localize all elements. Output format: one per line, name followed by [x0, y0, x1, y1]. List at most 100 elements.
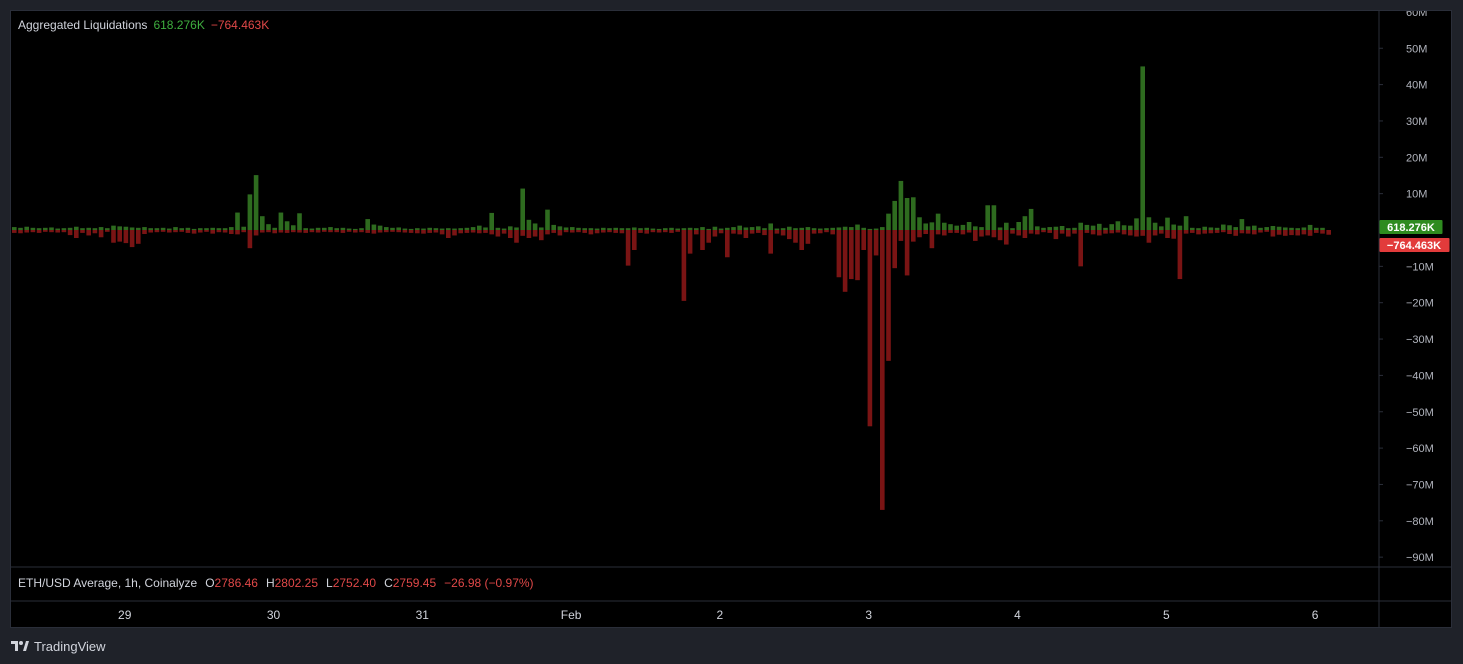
negative-bar [470, 230, 476, 233]
negative-bar [272, 230, 277, 234]
y-tick-label: 20M [1406, 152, 1427, 164]
positive-bar [663, 228, 668, 230]
negative-bar [340, 230, 346, 233]
negative-bar [303, 230, 308, 233]
negative-bar [1295, 230, 1300, 236]
negative-bar [235, 230, 240, 235]
positive-badge-label: 618.276K [1387, 222, 1435, 234]
positive-bar [1196, 228, 1201, 230]
positive-bar [142, 227, 147, 230]
negative-bar [1314, 230, 1319, 233]
positive-bar [489, 212, 494, 230]
negative-bar [86, 230, 91, 236]
positive-bar [873, 228, 879, 230]
negative-bar [1041, 230, 1046, 233]
liquidations-chart[interactable]: 60M 50M 40M 30M 20M 10M −10M −20M −30M −40M −50M −6… [11, 11, 1452, 628]
negative-bar [799, 230, 804, 250]
tradingview-logo-icon[interactable] [10, 639, 30, 653]
positive-bar [154, 228, 160, 230]
negative-bar [365, 230, 370, 233]
negative-bar [632, 230, 637, 250]
negative-bar [415, 230, 420, 234]
positive-bar [464, 227, 470, 230]
positive-bar [830, 227, 835, 230]
negative-value-badge [1379, 238, 1450, 252]
positive-bar [241, 226, 246, 230]
positive-bar [55, 228, 60, 230]
positive-bar [446, 228, 451, 230]
y-tick-label: −40M [1406, 370, 1434, 382]
y-tick-label: 50M [1406, 43, 1427, 55]
negative-bar [1078, 230, 1083, 267]
negative-bar [284, 230, 290, 233]
positive-bar [762, 228, 767, 230]
negative-bar [836, 230, 842, 278]
positive-bar [1214, 227, 1220, 230]
negative-bar [1152, 230, 1158, 236]
positive-bar [1177, 225, 1183, 230]
positive-bar [836, 227, 842, 230]
negative-bar [117, 230, 122, 242]
positive-bar [613, 227, 618, 230]
negative-bar [1115, 230, 1121, 233]
positive-bar [179, 228, 184, 230]
positive-bar [725, 227, 730, 230]
x-tick-label: 3 [865, 608, 872, 622]
negative-bar [855, 230, 860, 281]
negative-bar [508, 230, 513, 238]
positive-bar [136, 227, 141, 230]
positive-bar [1307, 224, 1313, 230]
positive-bar [1146, 217, 1152, 230]
positive-bar [718, 228, 724, 230]
negative-bar [74, 230, 79, 238]
x-tick-label: 29 [118, 608, 132, 622]
negative-bar [1134, 230, 1139, 237]
x-tick-label: 2 [717, 608, 724, 622]
positive-bar [123, 226, 129, 230]
chart-panel[interactable]: 60M 50M 40M 30M 20M 10M −10M −20M −30M −40M −50M −6… [10, 10, 1452, 628]
positive-bar [644, 227, 649, 230]
positive-bar [322, 227, 327, 230]
negative-bar [830, 230, 835, 235]
series-title: Aggregated Liquidations [18, 18, 148, 32]
positive-bar [377, 225, 383, 230]
negative-bar [390, 230, 395, 232]
positive-bar [24, 226, 29, 230]
negative-bar [650, 230, 656, 233]
negative-bar [520, 230, 525, 236]
low-value: 2752.40 [332, 576, 377, 590]
negative-bar [80, 230, 85, 233]
brand-label[interactable]: TradingView [34, 638, 106, 654]
positive-bar [365, 219, 370, 230]
positive-bar [539, 227, 544, 230]
positive-bar [1233, 227, 1238, 230]
positive-bar [768, 223, 773, 230]
negative-bar [1190, 230, 1195, 233]
negative-bar [663, 230, 668, 233]
negative-bar [136, 230, 141, 244]
negative-bar [526, 230, 532, 238]
positive-bar [185, 227, 191, 230]
positive-bar [117, 226, 122, 230]
negative-bar [111, 230, 116, 243]
positive-bar [656, 228, 662, 230]
negative-bar [1227, 230, 1232, 234]
negative-bar [545, 230, 550, 235]
negative-bar [1208, 230, 1214, 234]
negative-bar [1239, 230, 1245, 234]
negative-bar [408, 230, 414, 233]
negative-bar [278, 230, 284, 233]
negative-bar [638, 230, 643, 233]
positive-bar [917, 217, 922, 230]
positive-bar [576, 227, 581, 230]
positive-bar [1128, 225, 1133, 230]
negative-bar [681, 230, 687, 301]
positive-bar [681, 228, 687, 230]
positive-bar [439, 228, 445, 230]
negative-bar [396, 230, 401, 233]
negative-bar [1252, 230, 1257, 235]
negative-bar [24, 230, 29, 233]
y-tick-label: 30M [1406, 116, 1427, 128]
footer: TradingView [10, 636, 106, 656]
negative-bar [384, 230, 389, 233]
